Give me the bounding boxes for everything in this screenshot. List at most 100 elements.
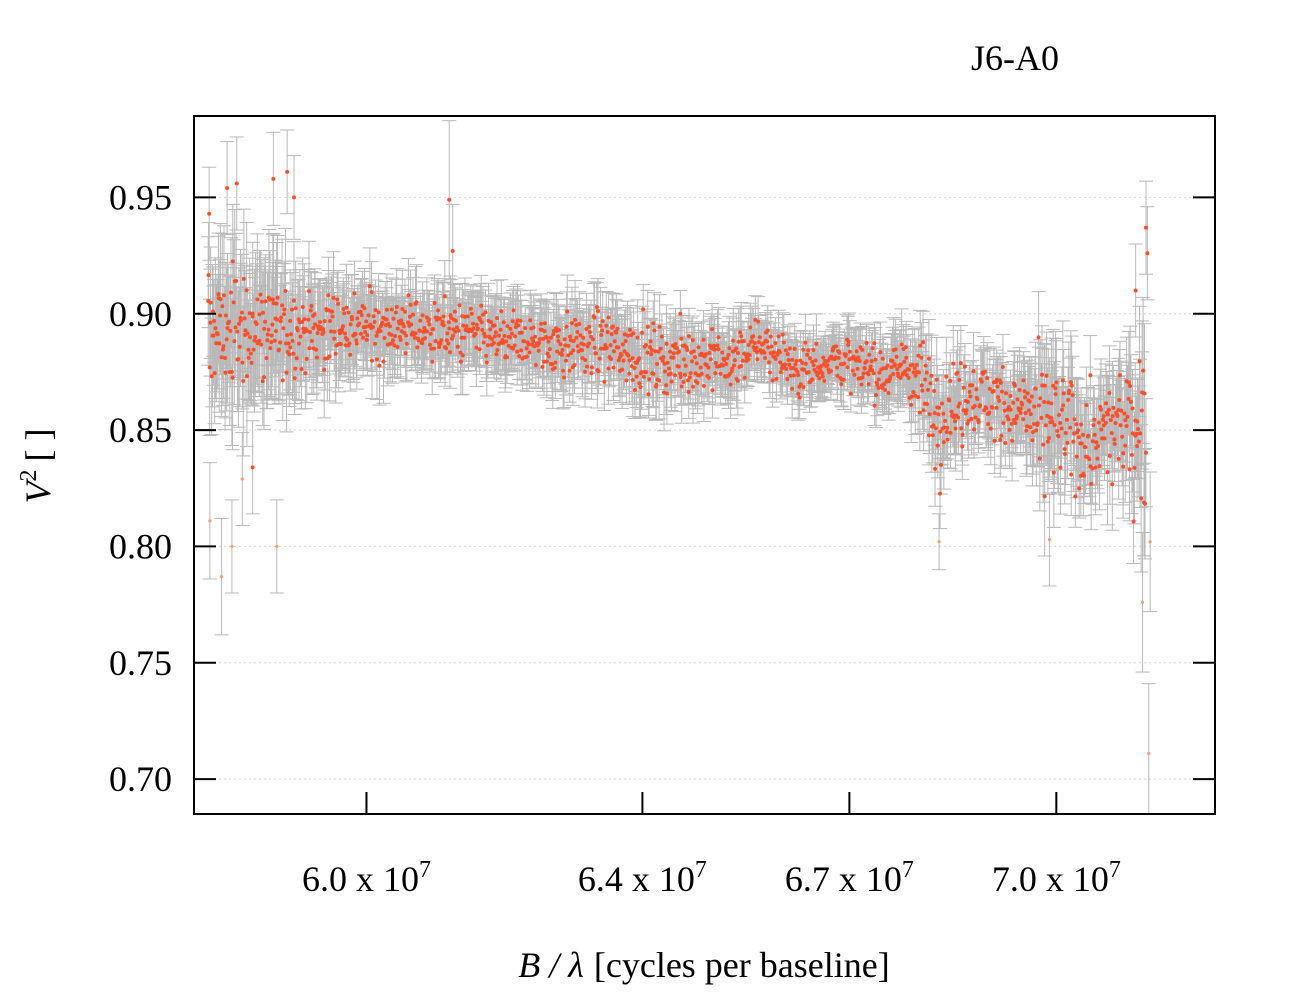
data-point [484, 353, 489, 358]
data-point [220, 347, 225, 352]
data-point [556, 334, 561, 339]
data-point [223, 355, 228, 360]
data-point [380, 320, 385, 325]
data-point [213, 326, 218, 331]
data-point [624, 378, 629, 383]
data-point [608, 357, 613, 362]
data-point [211, 333, 216, 338]
data-point [655, 362, 660, 367]
data-point [270, 322, 275, 327]
data-point [348, 322, 353, 327]
data-point [369, 290, 374, 295]
data-point [580, 348, 585, 353]
data-point [236, 321, 241, 326]
data-point [676, 364, 681, 369]
data-point [683, 363, 688, 368]
data-point [657, 324, 662, 329]
data-point [492, 323, 497, 328]
data-point [479, 320, 484, 325]
data-point [524, 346, 529, 351]
data-point [605, 330, 610, 335]
data-point [229, 370, 234, 375]
data-point [335, 297, 340, 302]
data-point [585, 364, 589, 369]
data-point [462, 335, 467, 340]
data-point [510, 319, 515, 324]
data-point [541, 359, 546, 364]
data-point [240, 360, 245, 365]
data-point [393, 310, 398, 315]
data-point [306, 289, 311, 294]
data-point [661, 355, 666, 360]
data-point [531, 325, 536, 330]
data-point [577, 321, 582, 326]
data-point [546, 354, 551, 359]
data-point [298, 334, 303, 339]
data-point [447, 326, 452, 331]
data-point [259, 342, 264, 347]
data-point [208, 320, 213, 325]
data-point [562, 337, 567, 342]
data-point [399, 318, 404, 323]
data-point [409, 322, 414, 327]
data-point [339, 342, 344, 347]
data-point [221, 344, 226, 349]
data-point [206, 273, 211, 278]
data-point [537, 340, 542, 345]
gridlines [194, 196, 1215, 780]
data-point [212, 318, 217, 323]
data-point [446, 320, 451, 325]
data-point [257, 338, 262, 343]
data-point [444, 338, 449, 343]
data-point [516, 323, 521, 328]
data-point [223, 313, 228, 318]
data-point [394, 305, 399, 310]
data-point [485, 343, 490, 348]
data-point [524, 354, 529, 359]
data-point [473, 331, 478, 336]
data-point [630, 377, 635, 382]
data-point [587, 324, 592, 329]
data-point [621, 358, 626, 363]
data-point [328, 329, 333, 334]
data-point [241, 378, 246, 383]
data-point [591, 337, 596, 342]
data-point [587, 341, 592, 346]
data-point [376, 310, 381, 315]
data-point [332, 336, 337, 341]
data-point [397, 321, 402, 326]
data-point [275, 317, 280, 322]
data-point [390, 338, 395, 343]
data-point [453, 318, 458, 323]
data-point [646, 392, 651, 397]
data-point [653, 349, 658, 354]
data-point [300, 319, 305, 324]
data-point [501, 320, 506, 325]
data-point [469, 311, 474, 316]
data-point [209, 374, 214, 379]
data-point [333, 351, 338, 356]
data-point [439, 338, 444, 343]
data-point [685, 348, 690, 353]
data-point [248, 351, 253, 356]
data-point [242, 316, 247, 321]
data-point [225, 326, 230, 331]
data-point [372, 320, 377, 325]
data-point [475, 326, 480, 331]
data-point [522, 339, 527, 344]
data-point [410, 312, 415, 317]
data-point [645, 324, 650, 329]
data-point [627, 371, 632, 376]
data-point [287, 352, 292, 357]
data-point [259, 299, 264, 304]
data-point [515, 349, 520, 354]
data-point [583, 369, 588, 374]
data-point [309, 303, 314, 308]
data-point [332, 329, 337, 334]
data-point [546, 339, 551, 344]
data-point [483, 310, 488, 315]
data-point [216, 292, 221, 297]
data-point [268, 346, 273, 351]
data-point [574, 322, 579, 327]
data-point [359, 313, 364, 318]
